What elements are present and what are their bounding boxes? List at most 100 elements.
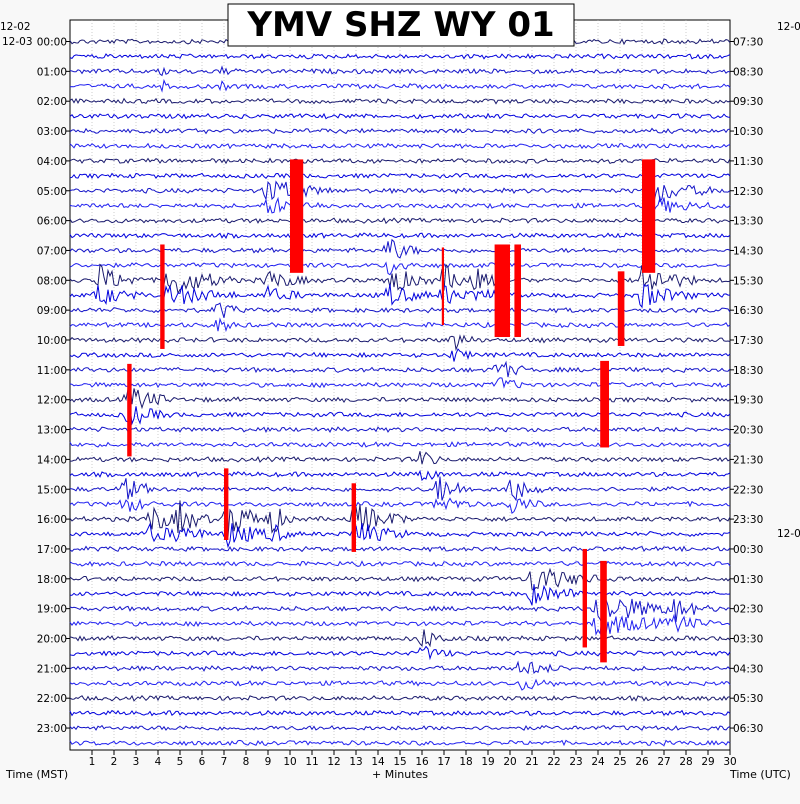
right-hour-label: 15:30 bbox=[733, 275, 763, 287]
left-hour-label: 16:00 bbox=[37, 514, 67, 526]
seismic-trace bbox=[69, 142, 731, 150]
right-hour-label: 13:30 bbox=[733, 216, 763, 228]
clipped-events bbox=[127, 159, 656, 663]
x-tick-label: 15 bbox=[393, 756, 406, 768]
left-hour-labels: 00:00 01:00 02:00 03:00 04:00 05:00 06:00 07:00… bbox=[37, 37, 70, 735]
left-hour-label: 17:00 bbox=[37, 544, 67, 556]
left-hour-label: 20:00 bbox=[37, 634, 67, 646]
left-hour-label: 15:00 bbox=[37, 484, 67, 496]
right-date-label-next: 12-04 bbox=[777, 528, 800, 540]
left-hour-label: 09:00 bbox=[37, 305, 67, 317]
x-tick-label: 17 bbox=[437, 756, 450, 768]
seismic-trace bbox=[69, 157, 731, 165]
clipped-event-marker bbox=[494, 244, 510, 338]
left-hour-label: 23:00 bbox=[37, 723, 67, 735]
clipped-event-marker bbox=[617, 271, 625, 346]
clipped-event-marker bbox=[600, 560, 607, 663]
seismic-trace bbox=[69, 724, 731, 731]
clipped-event-marker bbox=[127, 363, 132, 457]
seismic-trace bbox=[69, 377, 731, 389]
seismic-trace bbox=[69, 476, 731, 502]
seismic-trace bbox=[69, 441, 731, 448]
right-hour-label: 03:30 bbox=[733, 634, 763, 646]
x-tick-label: 21 bbox=[525, 756, 538, 768]
left-hour-label: 06:00 bbox=[37, 216, 67, 228]
left-hour-label: 07:00 bbox=[37, 245, 67, 257]
x-tick-label: 10 bbox=[283, 756, 296, 768]
right-hour-label: 22:30 bbox=[733, 484, 763, 496]
x-tick-label: 7 bbox=[221, 756, 228, 768]
right-hour-label: 07:30 bbox=[733, 37, 763, 49]
seismic-trace bbox=[69, 709, 731, 717]
x-tick-label: 2 bbox=[111, 756, 118, 768]
seismic-trace bbox=[69, 238, 731, 259]
left-hour-label: 18:00 bbox=[37, 574, 67, 586]
seismic-trace bbox=[69, 545, 731, 553]
clipped-event-marker bbox=[351, 483, 356, 552]
right-hour-label: 02:30 bbox=[733, 604, 763, 616]
left-hour-label: 02:00 bbox=[37, 96, 67, 108]
seismic-traces bbox=[69, 38, 731, 747]
seismic-trace bbox=[69, 613, 731, 636]
seismic-trace bbox=[69, 560, 731, 568]
left-date-label-start: 12-02 bbox=[0, 21, 31, 33]
seismic-trace bbox=[70, 451, 731, 465]
seismic-trace bbox=[69, 172, 731, 180]
right-hour-label: 18:30 bbox=[733, 365, 763, 377]
seismic-trace bbox=[69, 127, 731, 135]
x-tick-label: 22 bbox=[547, 756, 560, 768]
clipped-event-marker bbox=[514, 244, 521, 338]
right-hour-label: 06:30 bbox=[733, 723, 763, 735]
left-hour-label: 14:00 bbox=[37, 454, 67, 466]
right-hour-label: 04:30 bbox=[733, 663, 763, 675]
title-box: YMV SHZ WY 01 bbox=[227, 3, 575, 47]
left-axis-label: Time (MST) bbox=[5, 768, 68, 781]
seismic-trace bbox=[69, 97, 731, 105]
clipped-event-marker bbox=[160, 244, 165, 349]
seismic-trace bbox=[69, 660, 731, 675]
left-hour-label: 19:00 bbox=[37, 604, 67, 616]
left-hour-label: 13:00 bbox=[37, 425, 67, 437]
seismic-trace bbox=[69, 232, 731, 240]
seismic-trace bbox=[69, 645, 731, 661]
x-tick-label: 26 bbox=[635, 756, 649, 768]
clipped-event-marker bbox=[224, 468, 229, 540]
seismic-trace bbox=[69, 426, 731, 434]
right-hour-label: 00:30 bbox=[733, 544, 763, 556]
x-axis-ticks: 1 2 3 4 5 6 7 8 9 10 11 12 13 14 15 16 17 18 19 20 21 22 23 24 2… bbox=[89, 750, 737, 768]
seismic-trace bbox=[69, 65, 731, 77]
right-hour-label: 19:30 bbox=[733, 395, 763, 407]
right-hour-label: 23:30 bbox=[733, 514, 763, 526]
seismic-trace bbox=[69, 112, 731, 120]
x-tick-label: 16 bbox=[415, 756, 429, 768]
right-hour-label: 16:30 bbox=[733, 305, 763, 317]
x-tick-label: 3 bbox=[133, 756, 140, 768]
x-tick-label: 14 bbox=[371, 756, 385, 768]
right-date-label-start: 12-03 bbox=[777, 21, 800, 33]
seismic-trace bbox=[69, 53, 731, 60]
right-hour-label: 20:30 bbox=[733, 425, 763, 437]
seismic-trace bbox=[69, 406, 731, 426]
clipped-event-marker bbox=[642, 159, 656, 273]
x-tick-label: 13 bbox=[349, 756, 362, 768]
chart-title: YMV SHZ WY 01 bbox=[246, 5, 554, 45]
x-tick-label: 27 bbox=[657, 756, 670, 768]
x-tick-label: 29 bbox=[701, 756, 714, 768]
x-tick-label: 9 bbox=[265, 756, 272, 768]
left-hour-label: 08:00 bbox=[37, 275, 67, 287]
clipped-event-marker bbox=[600, 360, 609, 448]
x-tick-label: 12 bbox=[327, 756, 340, 768]
x-axis-label: + Minutes bbox=[372, 768, 428, 781]
left-hour-label: 10:00 bbox=[37, 335, 67, 347]
left-hour-label: 03:00 bbox=[37, 126, 67, 138]
seismic-trace bbox=[69, 348, 731, 362]
x-tick-label: 1 bbox=[89, 756, 96, 768]
title-background bbox=[227, 3, 575, 47]
seismic-trace bbox=[69, 694, 731, 702]
seismic-trace bbox=[69, 598, 731, 625]
left-hour-label: 11:00 bbox=[37, 365, 67, 377]
x-tick-label: 18 bbox=[459, 756, 472, 768]
x-tick-label: 25 bbox=[613, 756, 626, 768]
left-hour-label: 05:00 bbox=[37, 186, 67, 198]
